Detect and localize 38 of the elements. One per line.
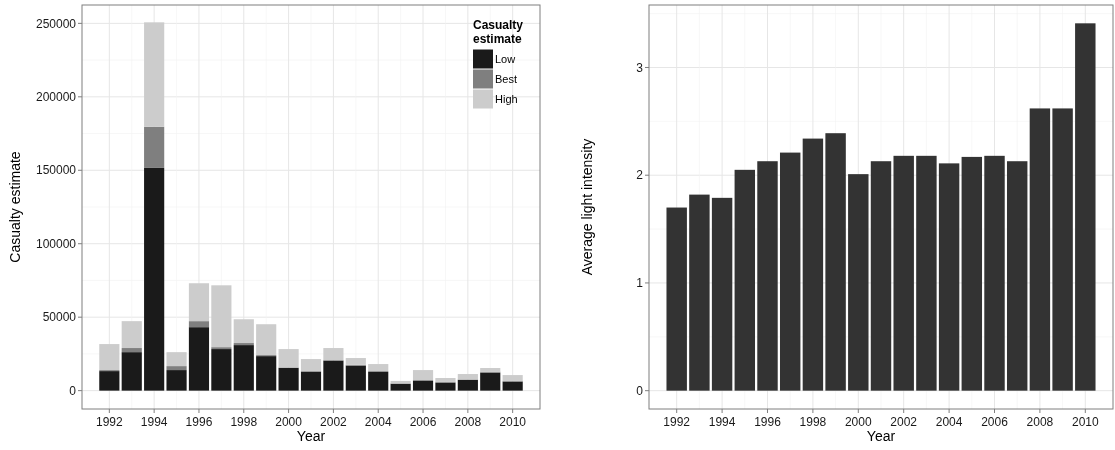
- legend-label: High: [495, 92, 518, 105]
- x-tick-label: 2000: [844, 415, 872, 429]
- y-tick-label: 150000: [35, 163, 77, 178]
- y-tick-label: 200000: [35, 90, 77, 105]
- legend-title: Casualty estimate: [473, 18, 524, 46]
- x-tick-label: 2004: [364, 415, 392, 429]
- x-tick-label: 2008: [454, 415, 482, 429]
- x-tick-label: 1994: [708, 415, 736, 429]
- y-tick-label: 100000: [35, 236, 77, 251]
- x-tick-label: 1998: [799, 415, 827, 429]
- y-tick-label: 1: [636, 276, 644, 291]
- y-tick-label: 2: [636, 168, 644, 183]
- y-tick-label: 3: [636, 60, 644, 75]
- x-tick-label: 2002: [320, 415, 348, 429]
- y-tick-label: 50000: [42, 310, 77, 325]
- x-tick-label: 1992: [95, 415, 124, 429]
- x-tick-label: 1994: [140, 415, 168, 429]
- y-tick-label: 0: [69, 383, 77, 398]
- y-axis-title: Casualty estimate: [7, 151, 23, 263]
- y-tick-label: 0: [636, 383, 644, 398]
- x-tick-label: 2006: [981, 415, 1009, 429]
- x-axis-title: Year: [866, 428, 896, 444]
- x-tick-label: 2006: [409, 415, 437, 429]
- x-axis-title: Year: [296, 428, 326, 444]
- legend-label: Low: [495, 52, 516, 65]
- y-tick-label: 250000: [35, 16, 77, 31]
- x-tick-label: 2010: [499, 415, 527, 429]
- x-tick-label: 1998: [230, 415, 258, 429]
- x-tick-label: 2002: [890, 415, 918, 429]
- y-axis-title: Average light intensity: [579, 138, 595, 276]
- x-tick-label: 2004: [935, 415, 963, 429]
- x-tick-label: 2010: [1071, 415, 1099, 429]
- x-tick-label: 1992: [663, 415, 691, 429]
- legend-label: Best: [495, 72, 518, 85]
- x-tick-label: 1996: [185, 415, 213, 429]
- x-tick-label: 2000: [275, 415, 303, 429]
- x-tick-label: 1996: [754, 415, 782, 429]
- x-tick-label: 2008: [1026, 415, 1054, 429]
